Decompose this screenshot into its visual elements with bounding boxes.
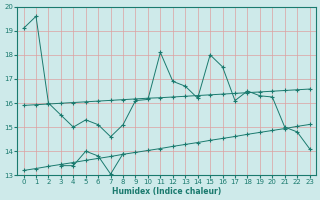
X-axis label: Humidex (Indice chaleur): Humidex (Indice chaleur) — [112, 187, 221, 196]
